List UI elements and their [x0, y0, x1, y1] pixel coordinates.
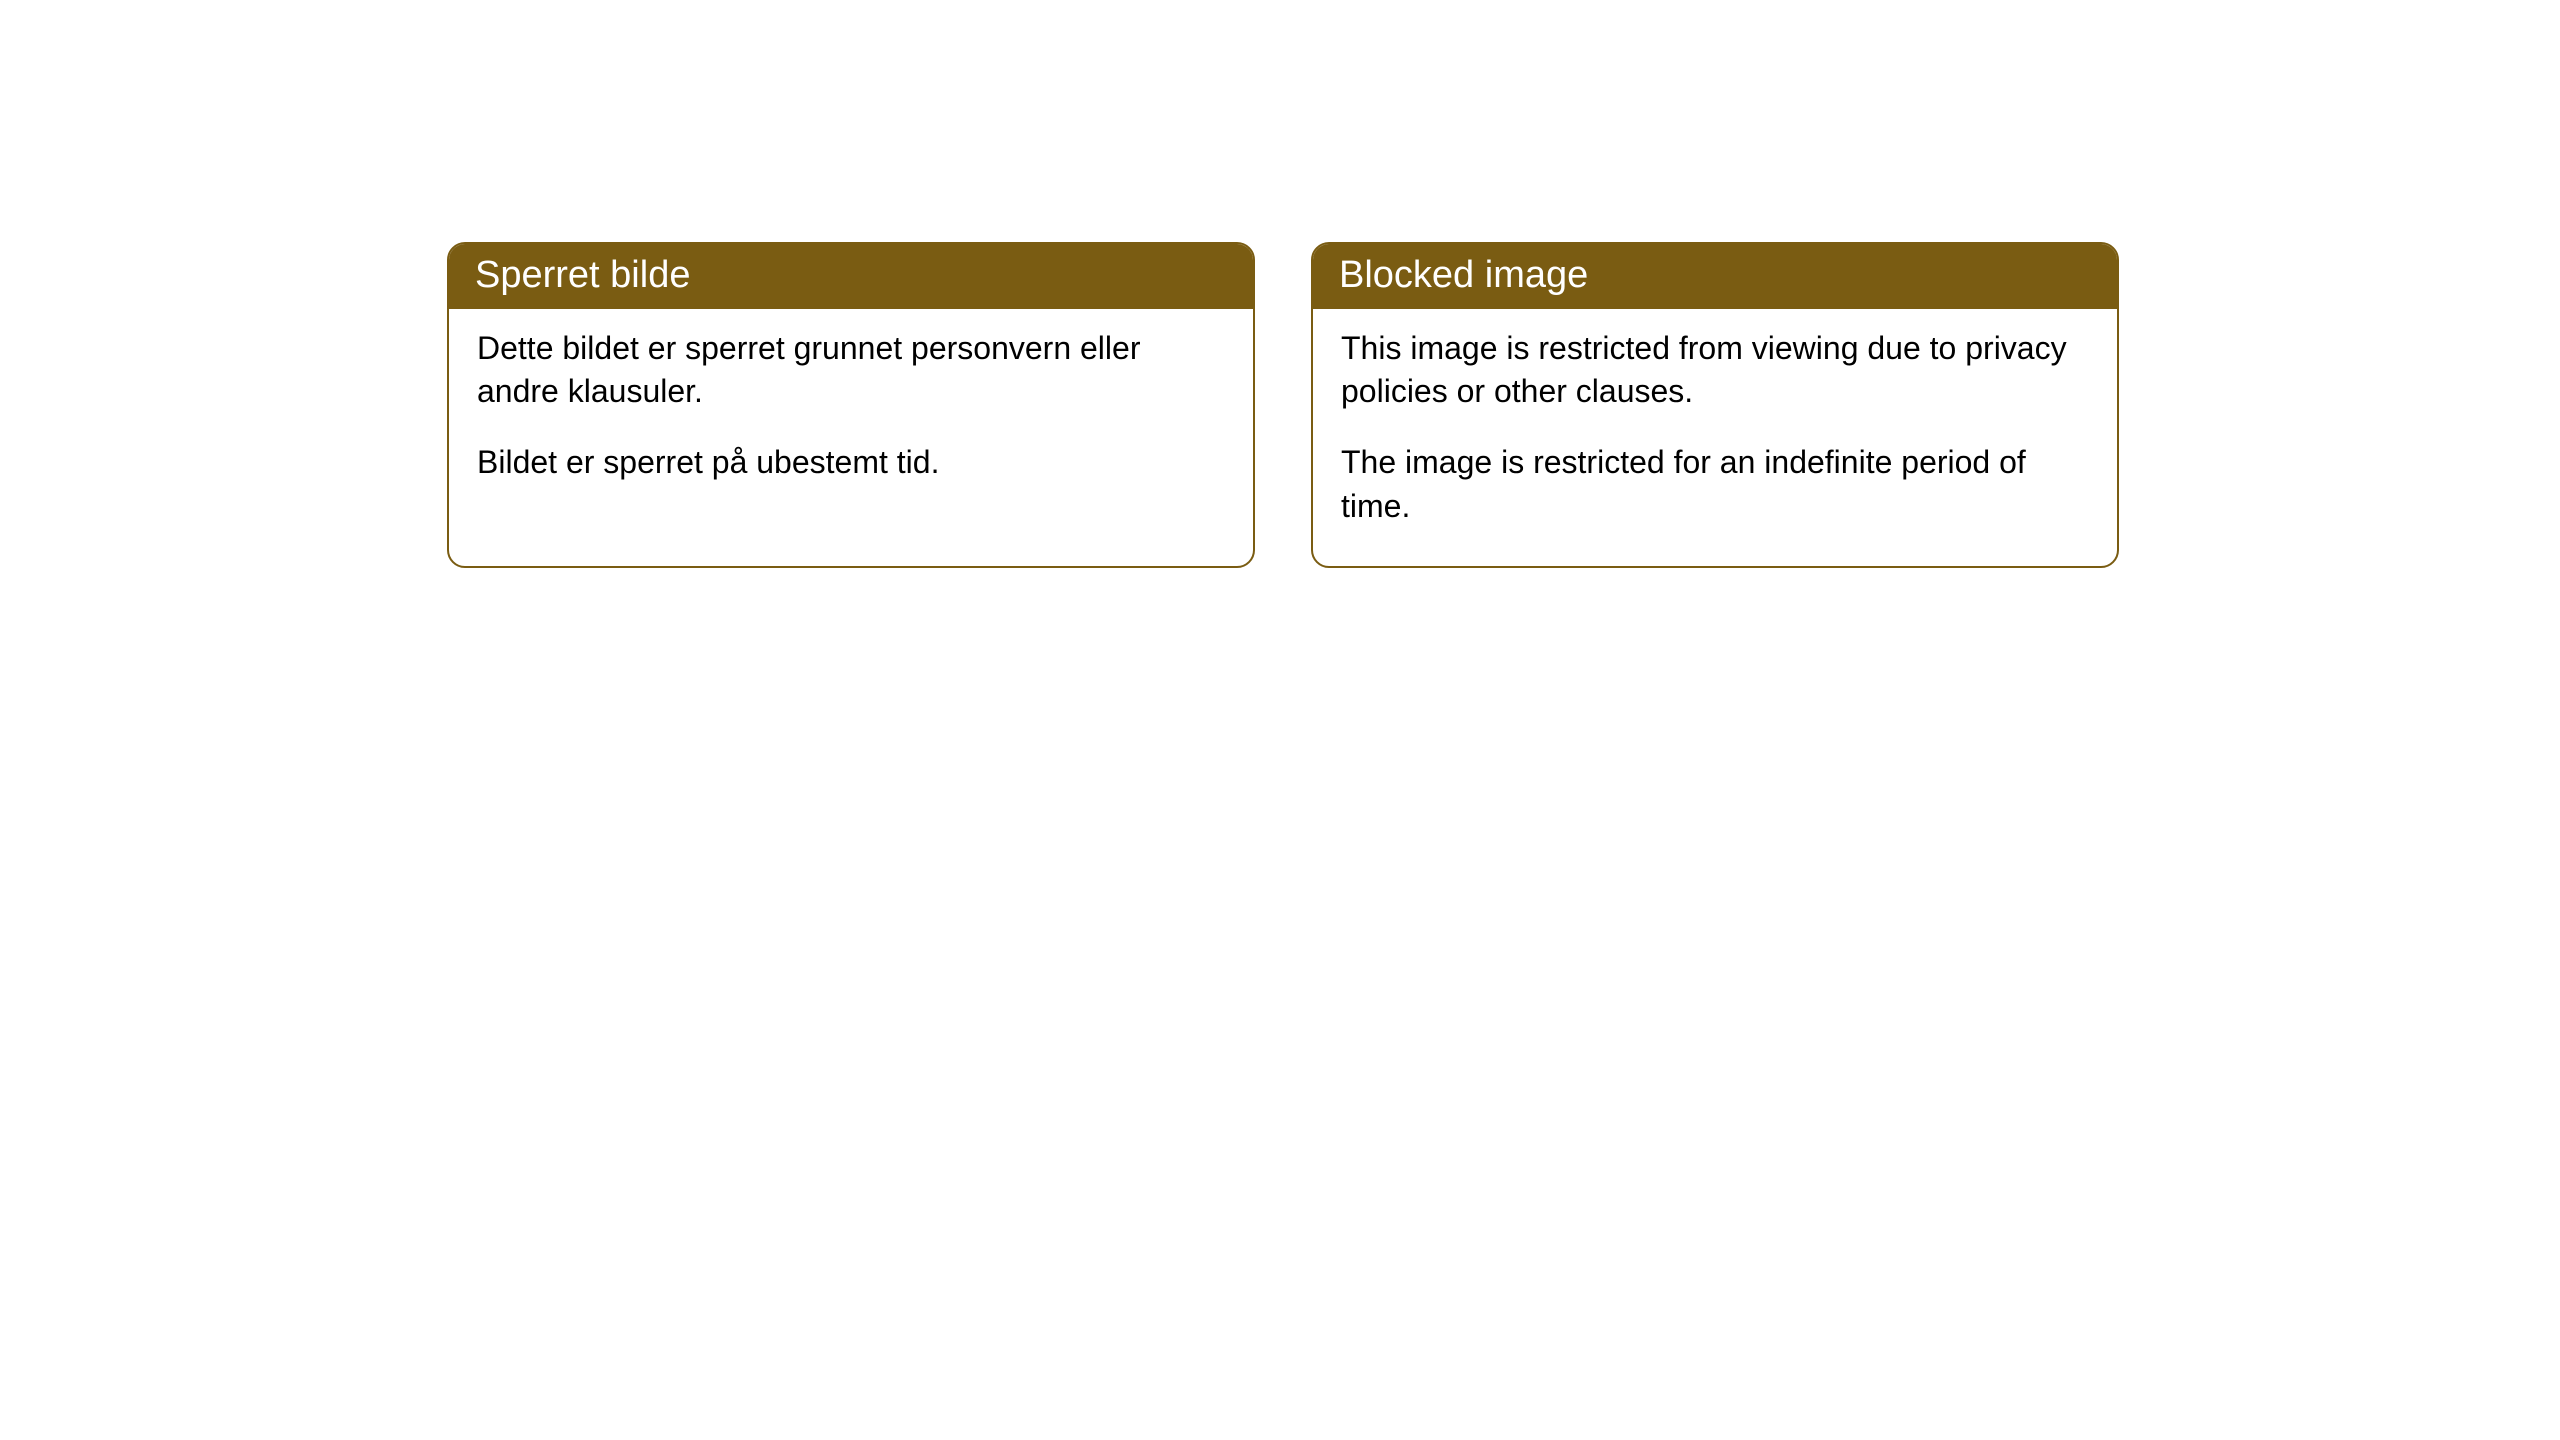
- card-paragraph: Bildet er sperret på ubestemt tid.: [477, 441, 1225, 484]
- notice-cards-container: Sperret bilde Dette bildet er sperret gr…: [447, 242, 2119, 568]
- blocked-image-card-en: Blocked image This image is restricted f…: [1311, 242, 2119, 568]
- card-paragraph: Dette bildet er sperret grunnet personve…: [477, 327, 1225, 413]
- card-paragraph: The image is restricted for an indefinit…: [1341, 441, 2089, 527]
- card-body: Dette bildet er sperret grunnet personve…: [449, 309, 1253, 523]
- card-title: Sperret bilde: [449, 244, 1253, 309]
- card-title: Blocked image: [1313, 244, 2117, 309]
- card-paragraph: This image is restricted from viewing du…: [1341, 327, 2089, 413]
- blocked-image-card-no: Sperret bilde Dette bildet er sperret gr…: [447, 242, 1255, 568]
- card-body: This image is restricted from viewing du…: [1313, 309, 2117, 566]
